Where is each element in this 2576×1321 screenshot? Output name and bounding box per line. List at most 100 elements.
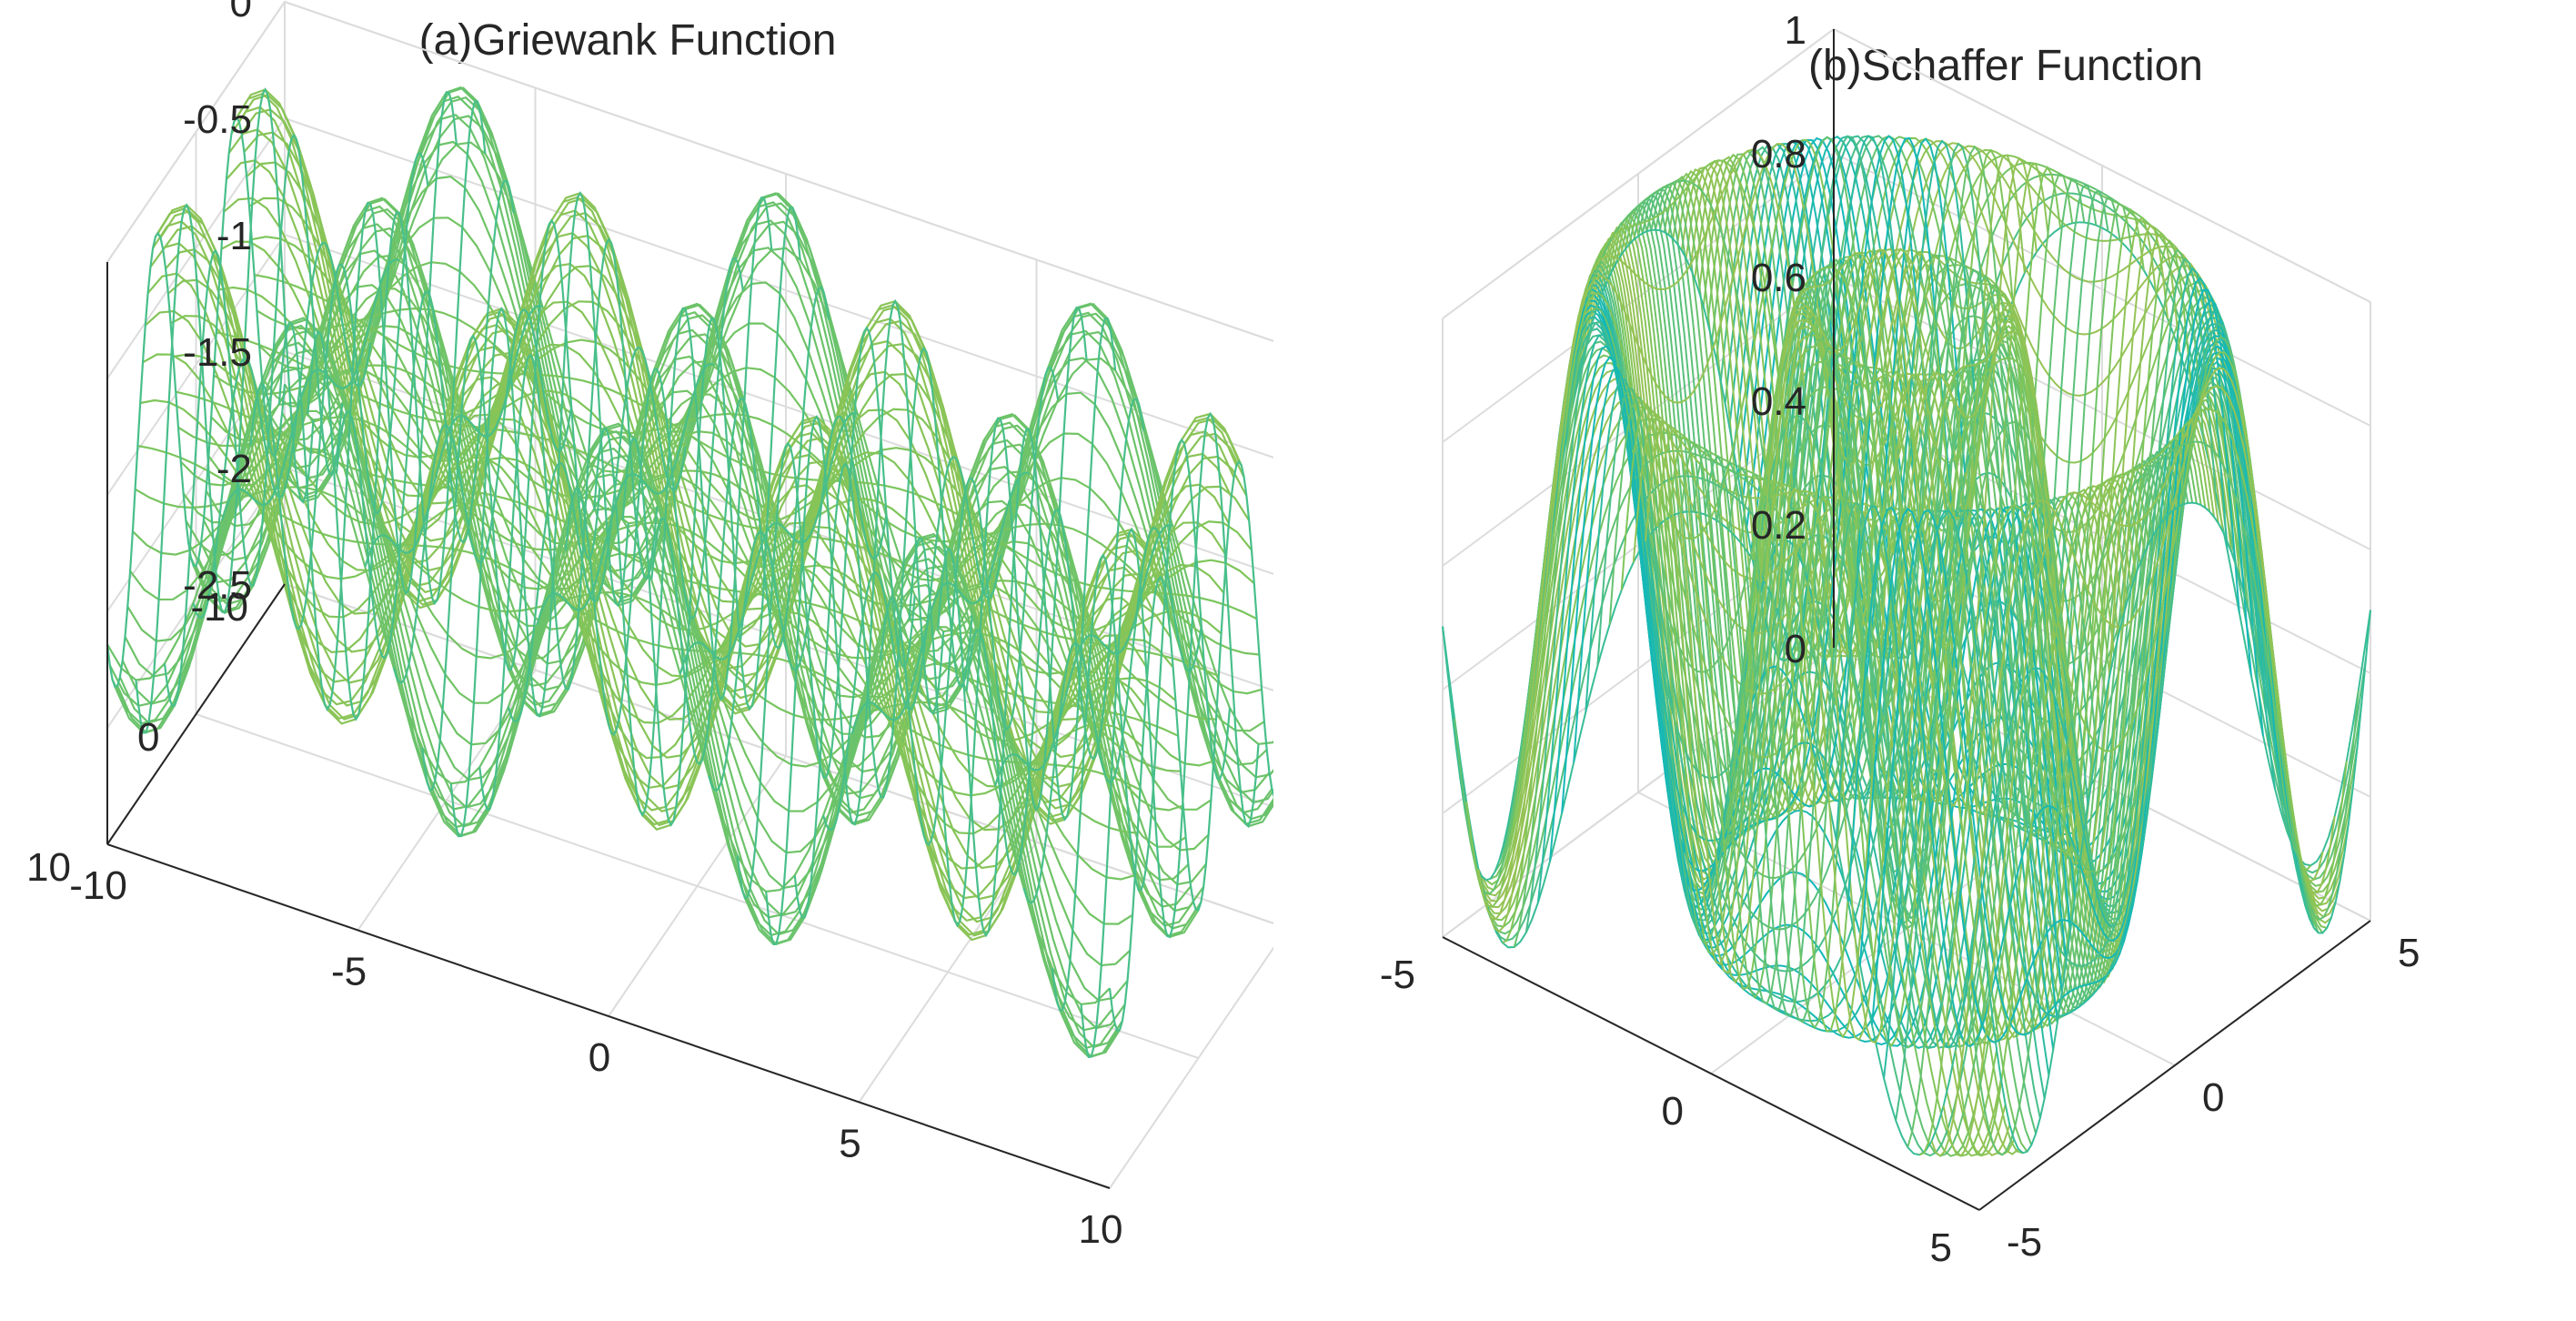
mesh-line bbox=[106, 116, 287, 689]
mesh-line bbox=[185, 284, 1190, 882]
y-axis-line bbox=[1978, 920, 2371, 1211]
grid-line bbox=[106, 116, 1273, 459]
x-axis-line bbox=[106, 843, 1111, 1189]
mesh-line bbox=[1823, 257, 2217, 1050]
x-tick-label: -10 bbox=[69, 863, 127, 908]
mesh-line bbox=[1692, 178, 2086, 1005]
mesh-line bbox=[307, 100, 487, 721]
mesh-line bbox=[187, 249, 1192, 908]
z-tick-label: 0.4 bbox=[1751, 379, 1806, 424]
z-tick-label: -1.5 bbox=[183, 330, 252, 375]
mesh-line bbox=[1930, 367, 2324, 1157]
mesh-line bbox=[994, 523, 1173, 787]
mesh-line bbox=[268, 114, 1273, 814]
grid-line bbox=[196, 713, 1199, 1059]
z-tick-label: -2 bbox=[216, 447, 252, 491]
y-tick-label: 0 bbox=[137, 715, 159, 760]
mesh-line bbox=[1619, 207, 2158, 1023]
z-tick-label: -2.5 bbox=[183, 563, 252, 608]
mesh-line bbox=[135, 486, 1138, 834]
y-axis-line bbox=[106, 583, 286, 845]
mesh-line bbox=[249, 152, 429, 631]
mesh-line bbox=[335, 179, 515, 660]
mesh-line bbox=[1524, 135, 1918, 933]
mesh-line bbox=[189, 223, 1194, 927]
mesh-line bbox=[213, 364, 1217, 721]
mesh-line bbox=[1668, 166, 2062, 991]
mesh-line bbox=[1477, 148, 1871, 921]
mesh-line bbox=[1799, 239, 2193, 1047]
mesh-line bbox=[108, 368, 1113, 1032]
x-tick-label: -5 bbox=[331, 950, 367, 994]
mesh-line bbox=[1954, 408, 2348, 1157]
mesh-line bbox=[1454, 431, 1994, 1157]
mesh-line bbox=[256, 307, 1260, 656]
mesh-line bbox=[258, 261, 1263, 695]
mesh-line bbox=[1515, 315, 2055, 1050]
y-tick-label: 5 bbox=[2398, 931, 2420, 975]
mesh-line bbox=[679, 411, 859, 675]
z-tick-label: 0.8 bbox=[1751, 132, 1806, 176]
mesh-line bbox=[650, 286, 830, 766]
mesh-line bbox=[223, 197, 1228, 750]
mesh-line bbox=[145, 309, 1149, 870]
mesh-line bbox=[708, 415, 888, 792]
schaffer-chart: (b)Schaffer Function -5 0 5 -5 0 5 0 0.2 0.4 0.6 0… bbox=[1273, 0, 2576, 1321]
mesh-line bbox=[1465, 159, 1859, 908]
x-tick-label: 5 bbox=[1930, 1225, 1952, 1270]
x-axis-line bbox=[1442, 936, 1980, 1211]
mesh-line bbox=[142, 353, 1146, 835]
mesh-line bbox=[1942, 385, 2336, 1157]
mesh-line bbox=[1549, 135, 1942, 872]
mesh-line bbox=[621, 207, 801, 827]
mesh-line bbox=[1776, 223, 2169, 1042]
chart-title: (a)Griewank Function bbox=[419, 16, 837, 65]
mesh-line bbox=[207, 287, 1213, 811]
x-tick-label: 0 bbox=[1662, 1089, 1684, 1134]
mesh-line bbox=[564, 257, 744, 737]
mesh-line bbox=[277, 91, 458, 711]
mesh-line bbox=[736, 326, 916, 900]
mesh-line bbox=[218, 286, 1223, 675]
mesh-line bbox=[1746, 138, 2285, 885]
mesh-line bbox=[1108, 459, 1273, 1033]
x-tick-label: 0 bbox=[589, 1035, 610, 1080]
mesh-line bbox=[1895, 323, 2289, 1121]
y-tick-label: -5 bbox=[2007, 1220, 2042, 1265]
surface-mesh bbox=[106, 86, 1273, 1059]
mesh-line bbox=[263, 175, 1268, 766]
mesh-line bbox=[1644, 156, 2038, 975]
z-tick-label: 1 bbox=[1785, 8, 1806, 53]
mesh-line bbox=[1787, 233, 2181, 1044]
grid-line bbox=[106, 0, 1273, 342]
mesh-line bbox=[765, 298, 945, 946]
mesh-line bbox=[149, 242, 1154, 923]
grid-line bbox=[1109, 946, 1273, 1189]
mesh-line bbox=[1907, 336, 2300, 1148]
mesh-line bbox=[202, 227, 1207, 886]
griewank-chart: (a)Griewank Function -10 -5 0 5 10 -10 0 10 0 -0.… bbox=[0, 0, 1273, 1321]
mesh-line bbox=[1811, 247, 2205, 1049]
mesh-line bbox=[1513, 136, 1907, 948]
mesh-line bbox=[126, 376, 1132, 967]
mesh-line bbox=[135, 87, 315, 734]
mesh-line bbox=[937, 317, 1117, 938]
mesh-line bbox=[1463, 406, 2002, 1157]
z-tick-label: 0.2 bbox=[1751, 503, 1806, 548]
mesh-line bbox=[1656, 162, 2049, 984]
x-tick-label: -5 bbox=[1380, 953, 1415, 997]
mesh-line bbox=[1080, 411, 1260, 1058]
mesh-line bbox=[1628, 201, 2168, 1015]
mesh-line bbox=[192, 205, 1197, 938]
mesh-line bbox=[1704, 184, 2098, 1011]
tick-labels: -5 0 5 -5 0 5 0 0.2 0.4 0.6 0.8 1 bbox=[1380, 8, 2420, 1270]
mesh-line bbox=[507, 347, 687, 723]
y-tick-label: 10 bbox=[26, 845, 71, 890]
mesh-line bbox=[205, 254, 1210, 852]
mesh-line bbox=[281, 115, 1273, 779]
z-tick-label: 0 bbox=[1785, 627, 1806, 671]
mesh-line bbox=[880, 366, 1060, 847]
griewank-chart-svg: (a)Griewank Function -10-50510-100100-0.… bbox=[26, 0, 1273, 1252]
mesh-line bbox=[392, 308, 572, 684]
mesh-line bbox=[364, 304, 543, 568]
